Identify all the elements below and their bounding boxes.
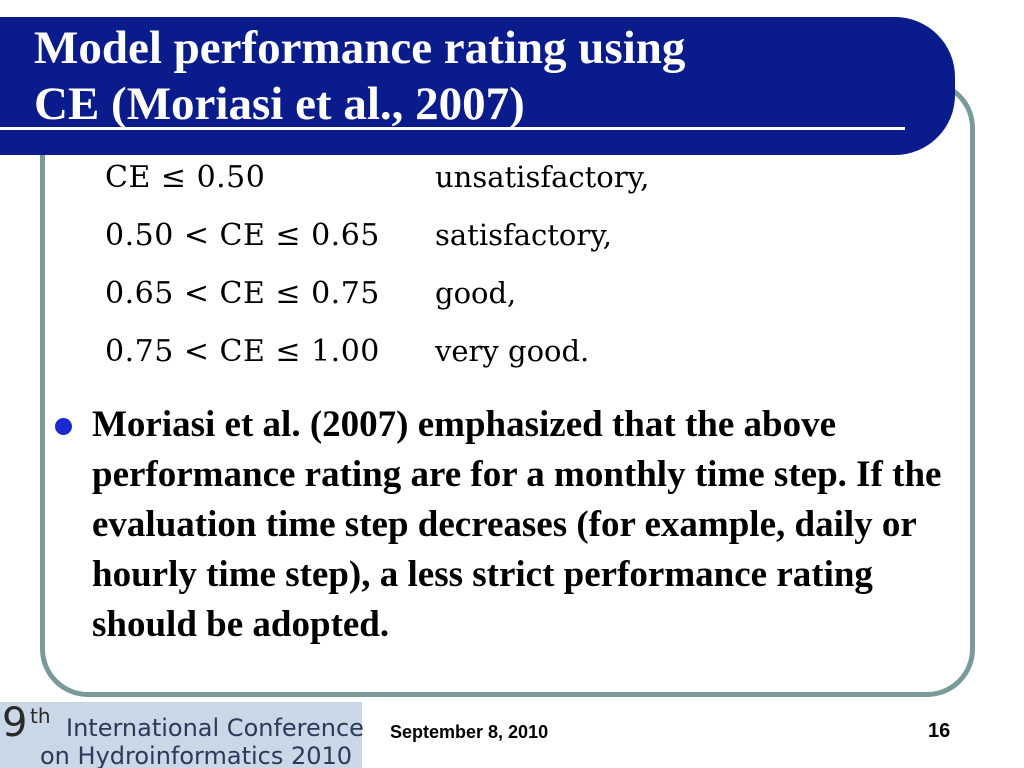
rating-row: 0.65 < CE ≤ 0.75 good, [105, 276, 705, 334]
title-line-2: CE (Moriasi et al., 2007) [34, 78, 525, 130]
title-bar [0, 17, 955, 155]
rating-label: very good. [435, 334, 590, 368]
rating-label: good, [435, 276, 517, 310]
logo-number: 9 [2, 700, 28, 746]
bullet-item: Moriasi et al. (2007) emphasized that th… [55, 400, 960, 650]
rating-row: 0.50 < CE ≤ 0.65 satisfactory, [105, 218, 705, 276]
content-frame [40, 80, 975, 697]
rating-row: CE ≤ 0.50 unsatisfactory, [105, 160, 705, 218]
bullet-icon [55, 418, 72, 435]
bullet-text: Moriasi et al. (2007) emphasized that th… [92, 404, 942, 645]
logo-line-1: International Conference [66, 714, 364, 742]
rating-condition: 0.50 < CE ≤ 0.65 [105, 218, 380, 253]
rating-label: satisfactory, [435, 218, 612, 252]
footer-date: September 8, 2010 [390, 722, 549, 742]
rating-condition: CE ≤ 0.50 [105, 160, 266, 195]
page-number: 16 [928, 720, 951, 742]
rating-row: 0.75 < CE ≤ 1.00 very good. [105, 334, 705, 392]
rating-table: CE ≤ 0.50 unsatisfactory, 0.50 < CE ≤ 0.… [105, 160, 705, 392]
title-underline [0, 127, 905, 130]
conference-logo: 9 th International Conference on Hydroin… [0, 700, 364, 768]
logo-line-2: on Hydroinformatics 2010 [40, 742, 353, 768]
rating-condition: 0.65 < CE ≤ 0.75 [105, 276, 380, 311]
slide-title: Model performance rating using CE (Moria… [34, 20, 934, 132]
rating-label: unsatisfactory, [435, 160, 650, 194]
title-line-1: Model performance rating using [34, 22, 686, 74]
logo-superscript: th [30, 704, 51, 728]
rating-condition: 0.75 < CE ≤ 1.00 [105, 334, 380, 369]
